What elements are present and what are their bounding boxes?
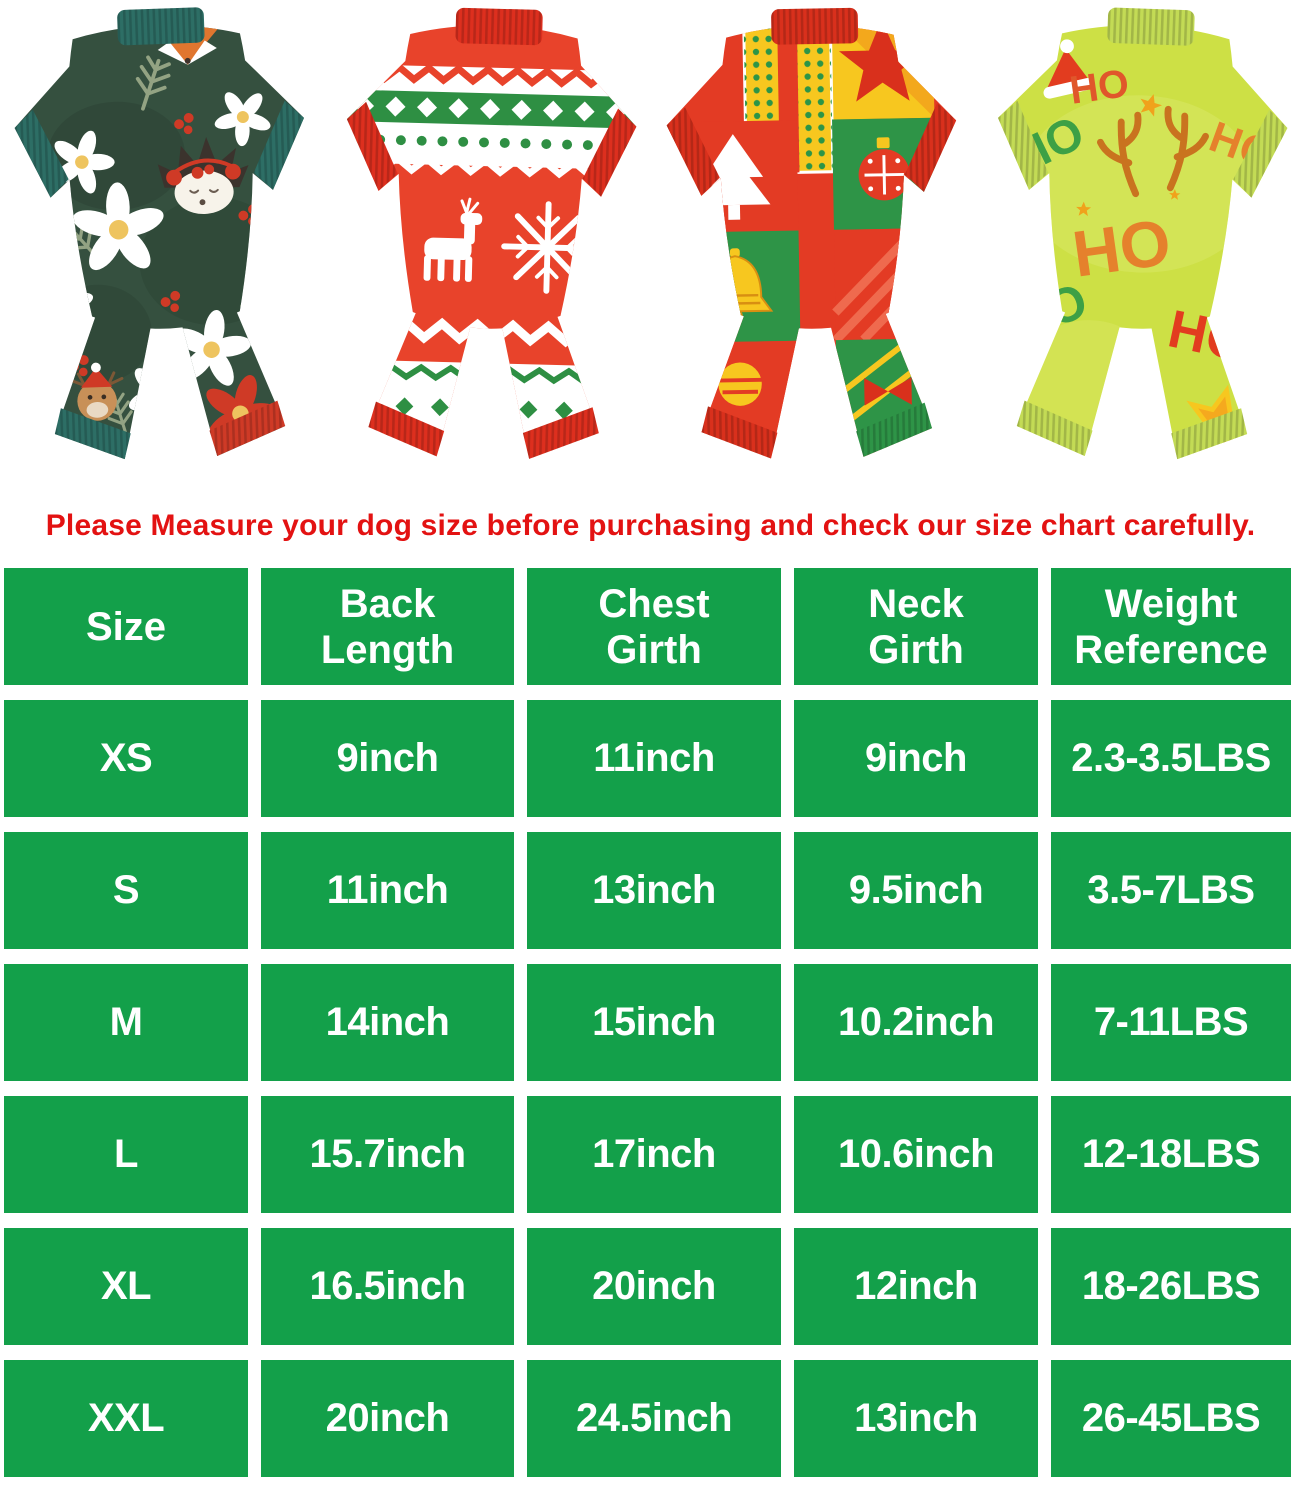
size-chart-header-weight-reference: Weight Reference — [1051, 568, 1291, 685]
size-chart-cell: 13inch — [527, 832, 781, 949]
size-chart-cell: 11inch — [261, 832, 514, 949]
pajama-green-woodland-image — [11, 7, 306, 462]
bow-icon — [863, 377, 912, 406]
size-chart-table: Size Back Length Chest Girth Neck Girth … — [4, 568, 1301, 1477]
size-chart-cell: 16.5inch — [261, 1228, 514, 1345]
size-chart-cell: 9.5inch — [794, 832, 1038, 949]
size-chart-cell: S — [4, 832, 248, 949]
size-chart-cell: 14inch — [261, 964, 514, 1081]
size-chart-cell: 10.2inch — [794, 964, 1038, 1081]
snowflake-icon — [500, 201, 594, 294]
deer-icon — [68, 362, 123, 421]
size-chart-cell: 20inch — [527, 1228, 781, 1345]
antler-icon — [1096, 105, 1209, 198]
pajama-patchwork-image — [664, 7, 957, 460]
size-chart-cell: L — [4, 1096, 248, 1213]
size-chart-cell: 10.6inch — [794, 1096, 1038, 1213]
size-chart-cell: 3.5-7LBS — [1051, 832, 1291, 949]
pajama-red-fair-isle-image — [344, 7, 639, 461]
size-chart-cell: 15.7inch — [261, 1096, 514, 1213]
measure-warning-text: Please Measure your dog size before purc… — [45, 509, 1256, 542]
size-chart-cell: 20inch — [261, 1360, 514, 1477]
size-chart-cell: 11inch — [527, 700, 781, 817]
size-chart-cell: 2.3-3.5LBS — [1051, 700, 1291, 817]
size-chart-header-neck-girth: Neck Girth — [794, 568, 1038, 685]
size-chart-cell: 13inch — [794, 1360, 1038, 1477]
size-chart-cell: 12-18LBS — [1051, 1096, 1291, 1213]
size-chart-cell: 12inch — [794, 1228, 1038, 1345]
size-chart-header-chest-girth: Chest Girth — [527, 568, 781, 685]
size-chart-cell: M — [4, 964, 248, 1081]
santa-hat-icon — [1043, 39, 1094, 99]
product-photo-strip: HO HO HO HO HO HO — [0, 0, 1301, 490]
size-chart-cell: XL — [4, 1228, 248, 1345]
size-chart-cell: 17inch — [527, 1096, 781, 1213]
size-chart-cell: 24.5inch — [527, 1360, 781, 1477]
size-chart-cell: 18-26LBS — [1051, 1228, 1291, 1345]
pajama-lime-hohoho-image: HO HO HO HO HO HO — [995, 7, 1290, 462]
size-chart-header-size: Size — [4, 568, 248, 685]
ho-text: HO — [1067, 61, 1132, 113]
size-chart-cell: 9inch — [794, 700, 1038, 817]
ho-text: HO — [1068, 205, 1175, 291]
size-chart-cell: XXL — [4, 1360, 248, 1477]
reindeer-icon — [423, 197, 482, 282]
size-chart-cell: 7-11LBS — [1051, 964, 1291, 1081]
size-chart-cell: 15inch — [527, 964, 781, 1081]
bell-icon — [669, 230, 800, 343]
size-chart-cell: 9inch — [261, 700, 514, 817]
size-chart-cell: 26-45LBS — [1051, 1360, 1291, 1477]
size-chart-header-back-length: Back Length — [261, 568, 514, 685]
size-chart-cell: XS — [4, 700, 248, 817]
